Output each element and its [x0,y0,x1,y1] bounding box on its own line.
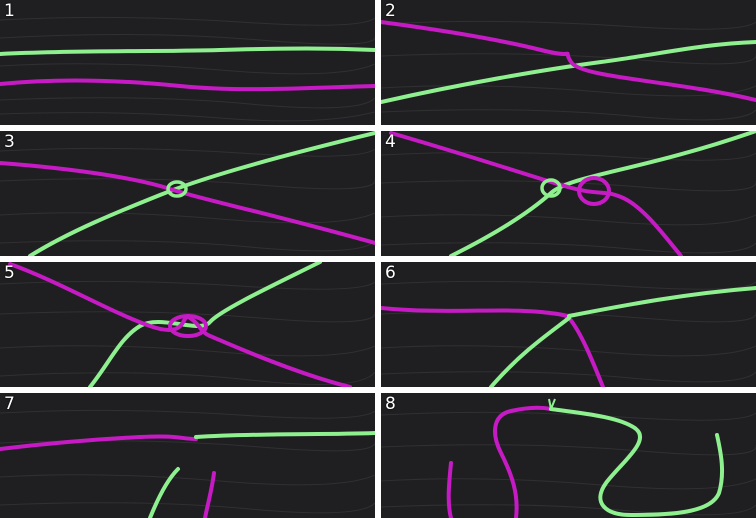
yarn-photo-8 [381,398,756,518]
step-panel-6: 6 [381,262,756,387]
step-panel-4: 4 [381,131,756,256]
step-number: 8 [385,394,396,414]
yarn-photo-2 [381,20,756,121]
yarn-photo-4 [381,131,756,256]
yarn-photo-1 [0,16,375,122]
step-number: 1 [4,1,15,21]
step-number: 5 [4,263,15,283]
step-number: 2 [385,1,396,21]
step-panel-3: 3 [0,131,375,256]
step-panel-7: 7 [0,393,375,518]
step-number: 7 [4,394,15,414]
step-number: 6 [385,263,396,283]
yarn-photo-3 [0,131,375,256]
step-panel-5: 5 [0,262,375,387]
yarn-photo-6 [381,280,756,387]
step-panel-2: 2 [381,0,756,125]
step-panel-1: 1 [0,0,375,125]
step-number: 3 [4,132,15,152]
step-panel-8: 8 [381,393,756,518]
yarn-photo-5 [0,262,375,387]
step-number: 4 [385,132,396,152]
yarn-photo-7 [0,409,375,518]
